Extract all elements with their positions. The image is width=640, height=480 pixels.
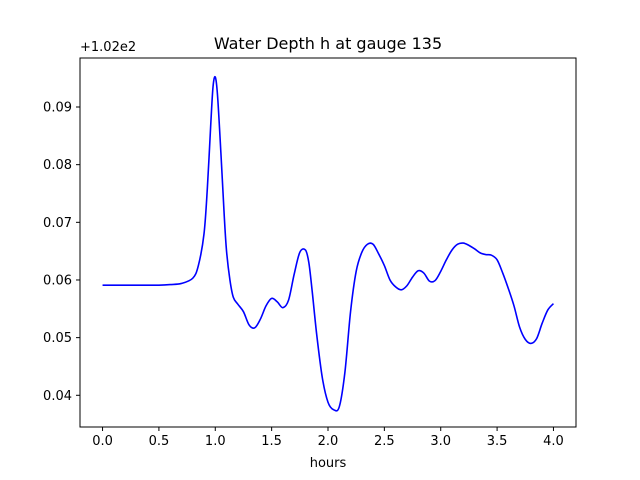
x-tick-label: 3.5 — [487, 434, 508, 449]
chart-title: Water Depth h at gauge 135 — [214, 34, 442, 53]
x-tick-label: 2.5 — [374, 434, 395, 449]
water-depth-line — [102, 75, 555, 412]
y-axis-offset-text: +1.02e2 — [80, 40, 136, 55]
y-tick-label: 0.09 — [43, 101, 72, 116]
plot-series — [102, 75, 555, 412]
x-axis-label: hours — [310, 456, 347, 471]
x-tick-label: 3.0 — [430, 434, 451, 449]
plot-frame — [79, 57, 577, 428]
y-tick-label: 0.04 — [43, 389, 72, 404]
x-tick-label: 4.0 — [543, 434, 564, 449]
x-axis-ticks: 0.0 0.5 1.0 1.5 2.0 2.5 3.0 3.5 4.0 — [92, 427, 564, 449]
y-tick-label: 0.08 — [43, 158, 72, 173]
x-tick-label: 1.5 — [261, 434, 282, 449]
x-tick-label: 2.0 — [318, 434, 339, 449]
x-tick-label: 0.0 — [92, 434, 113, 449]
y-tick-label: 0.06 — [43, 273, 72, 288]
y-tick-label: 0.07 — [43, 216, 72, 231]
y-tick-label: 0.05 — [43, 331, 72, 346]
x-tick-label: 0.5 — [149, 434, 170, 449]
x-tick-label: 1.0 — [205, 434, 226, 449]
y-axis-ticks: 0.04 0.05 0.06 0.07 0.08 0.09 — [43, 101, 80, 404]
